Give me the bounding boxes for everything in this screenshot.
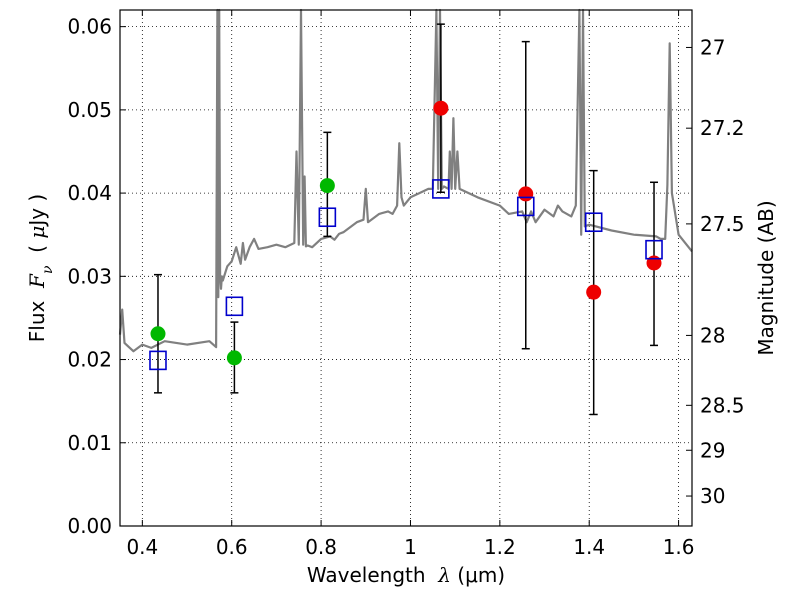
y-axis-title-symbol: F [25,273,49,289]
y2-tick-label: 28.5 [700,393,745,417]
y2-tick-label: 27.2 [700,116,745,140]
data-point-marker [226,350,242,366]
x-tick-label: 1.2 [484,535,516,559]
y-tick-label: 0.06 [67,15,112,39]
data-markers [149,100,663,371]
y-tick-label: 0.02 [67,348,112,372]
y-tick-label: 0.05 [67,98,112,122]
model-square-marker [318,207,337,228]
axis-ticks: 0.4 0.6 0.8 1 1.2 1.4 1.6 0.00 0.01 0.02 0.03 0.04 0… [67,10,745,559]
data-point-marker [646,255,662,271]
x-axis-title: Wavelength λ (μm) [307,563,505,587]
x-tick-label: 0.6 [216,535,248,559]
x-axis-title-prefix: Wavelength [307,563,438,587]
y-tick-label: 0.04 [67,181,112,205]
x-tick-label: 1 [404,535,417,559]
y2-tick-label: 27 [700,35,725,59]
model-square-marker [225,296,244,317]
y-axis-title-suffix: Jy ) [25,194,49,228]
plot-frame [119,9,693,527]
spectrum-line [118,8,693,353]
x-tick-label: 0.4 [126,535,158,559]
model-square-marker [584,212,603,233]
y-tick-label: 0.03 [67,264,112,288]
y2-tick-label: 30 [700,484,725,508]
y-tick-label: 0.01 [67,431,112,455]
model-square-marker [432,179,450,199]
x-tick-label: 1.6 [663,535,695,559]
y-axis-title-mu: μ [25,226,49,239]
data-point-marker [518,186,534,202]
y-axis-title-mid: ( [25,239,49,266]
plot-background [120,10,692,526]
y-axis-title: Flux Fν ( μJy ) [25,194,56,342]
data-point-marker [150,326,166,342]
y-axis-title-prefix: Flux [25,288,49,342]
y2-tick-label: 28 [700,323,725,347]
x-axis-title-symbol: λ [437,563,451,587]
y-axis-title-subscript: ν [40,265,56,274]
y2-tick-label: 27.5 [700,212,745,236]
data-point-marker [586,284,602,300]
y-tick-label: 0.00 [67,514,112,538]
y2-axis-title: Magnitude (AB) [754,200,778,355]
x-axis-title-suffix: (μm) [451,563,505,587]
data-point-marker [319,178,335,194]
x-tick-label: 1.4 [573,535,605,559]
model-square-marker [516,196,535,217]
model-square-marker [149,350,167,371]
x-tick-label: 0.8 [305,535,337,559]
y2-tick-label: 29 [700,438,725,462]
spectrum-polyline [118,8,693,353]
model-square-marker [645,239,663,260]
data-point-marker [433,100,449,116]
